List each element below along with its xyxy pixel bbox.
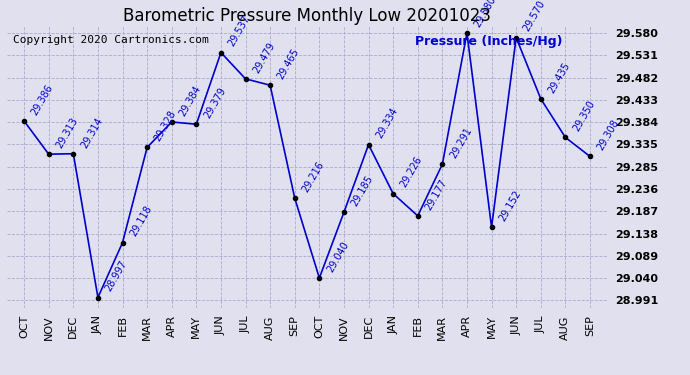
Text: 29.313: 29.313	[55, 116, 80, 150]
Text: 29.386: 29.386	[30, 82, 55, 117]
Text: 29.379: 29.379	[202, 86, 228, 120]
Text: 29.465: 29.465	[276, 47, 302, 81]
Text: 29.537: 29.537	[226, 14, 252, 48]
Text: 29.350: 29.350	[571, 99, 597, 133]
Text: 29.177: 29.177	[424, 177, 449, 212]
Text: 29.334: 29.334	[374, 106, 400, 141]
Text: 29.152: 29.152	[497, 189, 523, 223]
Text: 29.435: 29.435	[546, 60, 572, 94]
Text: 29.384: 29.384	[177, 84, 203, 118]
Text: 29.308: 29.308	[595, 118, 621, 152]
Text: 29.118: 29.118	[128, 204, 154, 238]
Text: 28.997: 28.997	[104, 259, 129, 293]
Text: 29.580: 29.580	[473, 0, 498, 29]
Text: 29.328: 29.328	[152, 109, 178, 143]
Text: 29.570: 29.570	[522, 0, 547, 33]
Text: 29.479: 29.479	[251, 40, 277, 75]
Text: 29.185: 29.185	[350, 174, 375, 208]
Text: 29.291: 29.291	[448, 126, 473, 160]
Text: 29.216: 29.216	[300, 160, 326, 194]
Text: 29.040: 29.040	[325, 240, 351, 274]
Title: Barometric Pressure Monthly Low 20201023: Barometric Pressure Monthly Low 20201023	[123, 7, 491, 25]
Text: Copyright 2020 Cartronics.com: Copyright 2020 Cartronics.com	[13, 35, 208, 45]
Text: 29.226: 29.226	[399, 155, 424, 189]
Text: 29.314: 29.314	[79, 116, 104, 150]
Text: Pressure (Inches/Hg): Pressure (Inches/Hg)	[415, 35, 562, 48]
